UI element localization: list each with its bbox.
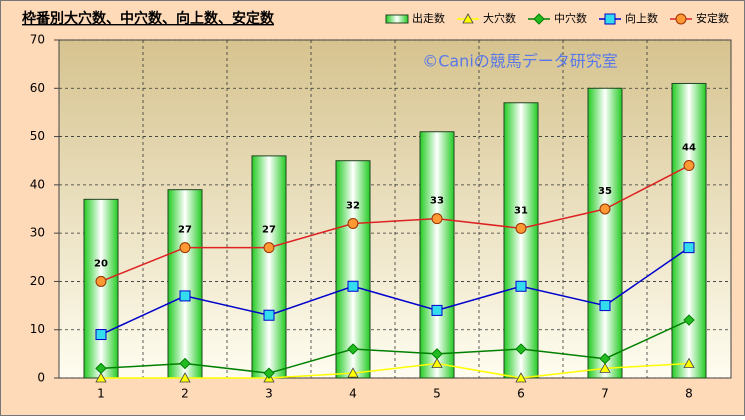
marker [599, 300, 611, 312]
legend-label: 中穴数 [554, 11, 587, 25]
marker [347, 367, 359, 378]
marker [179, 242, 191, 254]
marker [683, 160, 695, 172]
marker [179, 372, 191, 383]
y-tick-label: 70 [30, 33, 45, 47]
bar [419, 131, 455, 379]
marker [515, 222, 527, 234]
marker [347, 280, 359, 292]
marker [431, 304, 443, 316]
y-tick-label: 40 [30, 177, 45, 191]
marker [599, 203, 611, 215]
x-tick-label: 2 [181, 387, 189, 401]
line [100, 164, 690, 283]
data-label: 44 [682, 143, 696, 154]
legend-label: 出走数 [412, 11, 445, 25]
marker [462, 13, 474, 24]
y-tick-label: 60 [30, 81, 45, 95]
bar [587, 87, 623, 379]
marker [675, 13, 687, 25]
marker [683, 357, 695, 368]
x-tick-label: 4 [349, 387, 357, 401]
marker [604, 13, 616, 25]
data-label: 31 [514, 205, 528, 216]
marker [431, 357, 443, 368]
chart-title: 枠番別大穴数、中穴数、向上数、安定数 [22, 10, 275, 27]
line [100, 319, 690, 374]
marker [179, 290, 191, 302]
bar [251, 155, 287, 379]
marker [263, 309, 275, 321]
marker [263, 242, 275, 254]
bar [167, 189, 203, 379]
marker [533, 13, 545, 25]
marker [683, 242, 695, 254]
line [100, 247, 690, 336]
bar [83, 198, 119, 379]
marker [179, 357, 191, 370]
x-tick-label: 5 [433, 387, 441, 401]
data-label: 27 [178, 225, 192, 236]
bar [671, 82, 707, 379]
x-tick-label: 1 [97, 387, 105, 401]
x-tick-label: 8 [685, 387, 693, 401]
data-label: 27 [262, 225, 276, 236]
data-label: 35 [598, 186, 612, 197]
marker [515, 280, 527, 292]
data-label: 33 [430, 196, 444, 207]
marker [347, 217, 359, 229]
x-tick-label: 7 [601, 387, 609, 401]
line [101, 362, 690, 379]
marker [515, 372, 527, 383]
marker [95, 329, 107, 341]
data-label: 32 [346, 200, 360, 211]
marker [431, 213, 443, 225]
legend-label: 安定数 [696, 11, 729, 25]
marker [683, 314, 695, 326]
marker [599, 352, 611, 365]
x-tick-label: 3 [265, 387, 273, 401]
marker [515, 343, 527, 355]
legend-label: 向上数 [625, 11, 658, 25]
marker [347, 343, 359, 355]
y-tick-label: 50 [30, 129, 45, 143]
y-tick-label: 20 [30, 274, 45, 288]
legend-swatch [385, 14, 409, 24]
marker [431, 348, 443, 360]
marker [599, 362, 611, 373]
y-tick-label: 10 [30, 322, 45, 336]
data-label: 20 [94, 258, 108, 269]
bar [503, 102, 539, 379]
y-tick-label: 0 [37, 371, 45, 385]
legend-label: 大穴数 [483, 11, 516, 25]
y-tick-label: 30 [30, 226, 45, 240]
x-tick-label: 6 [517, 387, 525, 401]
marker [95, 372, 107, 383]
bar [335, 160, 371, 379]
marker [95, 275, 107, 287]
marker [263, 367, 275, 379]
watermark: ©Caniの競馬データ研究室 [422, 52, 618, 71]
marker [95, 362, 107, 375]
